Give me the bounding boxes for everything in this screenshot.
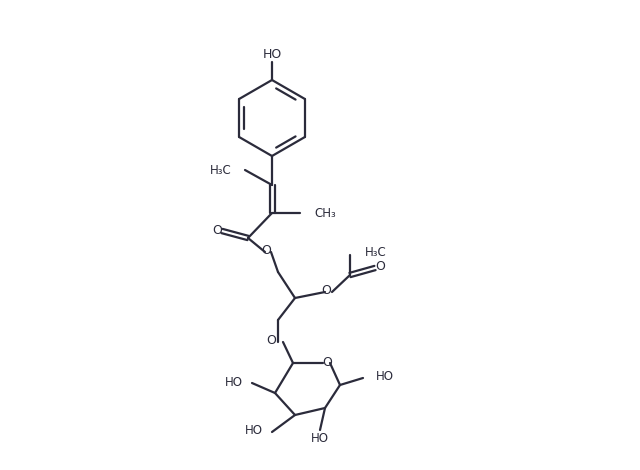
Text: HO: HO [311, 432, 329, 446]
Text: H₃C: H₃C [365, 246, 387, 259]
Text: O: O [212, 224, 222, 236]
Text: O: O [322, 355, 332, 368]
Text: HO: HO [245, 424, 263, 438]
Text: CH₃: CH₃ [314, 206, 336, 219]
Text: O: O [261, 243, 271, 257]
Text: O: O [321, 283, 331, 297]
Text: HO: HO [262, 47, 282, 61]
Text: O: O [266, 335, 276, 347]
Text: HO: HO [376, 370, 394, 384]
Text: O: O [375, 260, 385, 274]
Text: H₃C: H₃C [211, 164, 232, 177]
Text: HO: HO [225, 376, 243, 389]
